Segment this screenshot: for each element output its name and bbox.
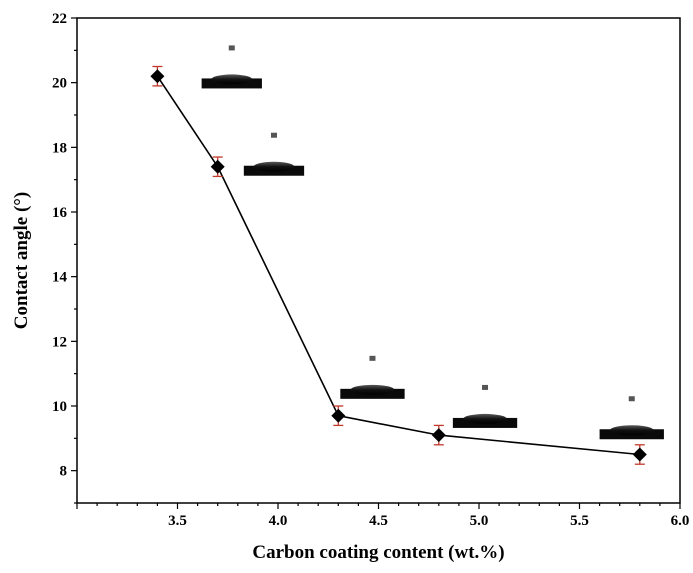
y-tick-label: 12	[52, 334, 67, 350]
data-point	[331, 408, 346, 423]
y-tick-label: 20	[52, 76, 67, 92]
y-tick-label: 18	[52, 140, 67, 156]
needle-tip	[482, 384, 489, 390]
droplet-image	[452, 384, 518, 428]
droplet-image	[340, 355, 405, 399]
error-bars	[152, 65, 645, 465]
droplet-image	[243, 132, 305, 176]
y-tick-label: 10	[52, 399, 67, 415]
y-tick-label: 8	[60, 464, 68, 480]
data-point	[632, 447, 647, 462]
droplet	[350, 384, 395, 395]
needle-tip	[369, 355, 376, 361]
x-tick-label: 4.5	[369, 513, 388, 529]
x-tick-label: 5.0	[470, 513, 489, 529]
data-points	[150, 69, 647, 462]
x-axis: 3.5 4.0 4.5 5.0 5.5 6.0	[76, 503, 690, 529]
droplet-image	[599, 396, 664, 440]
x-tick-label: 6.0	[671, 513, 690, 529]
needle-tip	[628, 396, 635, 402]
data-point	[150, 69, 165, 84]
x-tick-label: 3.5	[168, 513, 187, 529]
droplet-image	[201, 45, 262, 89]
y-axis-label: Contact angle (°)	[11, 192, 32, 329]
y-tick-label: 16	[52, 205, 68, 221]
y-tick-label: 14	[52, 270, 68, 286]
y-tick-label: 22	[52, 11, 67, 27]
data-point	[210, 159, 225, 174]
needle-tip	[228, 45, 235, 51]
x-tick-label: 4.0	[269, 513, 288, 529]
needle-tip	[270, 132, 277, 138]
droplet	[463, 413, 507, 424]
x-axis-label: Carbon coating content (wt.%)	[252, 542, 504, 563]
droplet	[211, 74, 253, 85]
x-tick-label: 5.5	[570, 513, 589, 529]
droplet	[253, 161, 295, 172]
droplet-images	[201, 45, 664, 440]
droplet	[609, 425, 654, 436]
y-axis: 8 10 12 14 16 18 20 22	[52, 11, 77, 504]
data-point	[431, 428, 446, 443]
